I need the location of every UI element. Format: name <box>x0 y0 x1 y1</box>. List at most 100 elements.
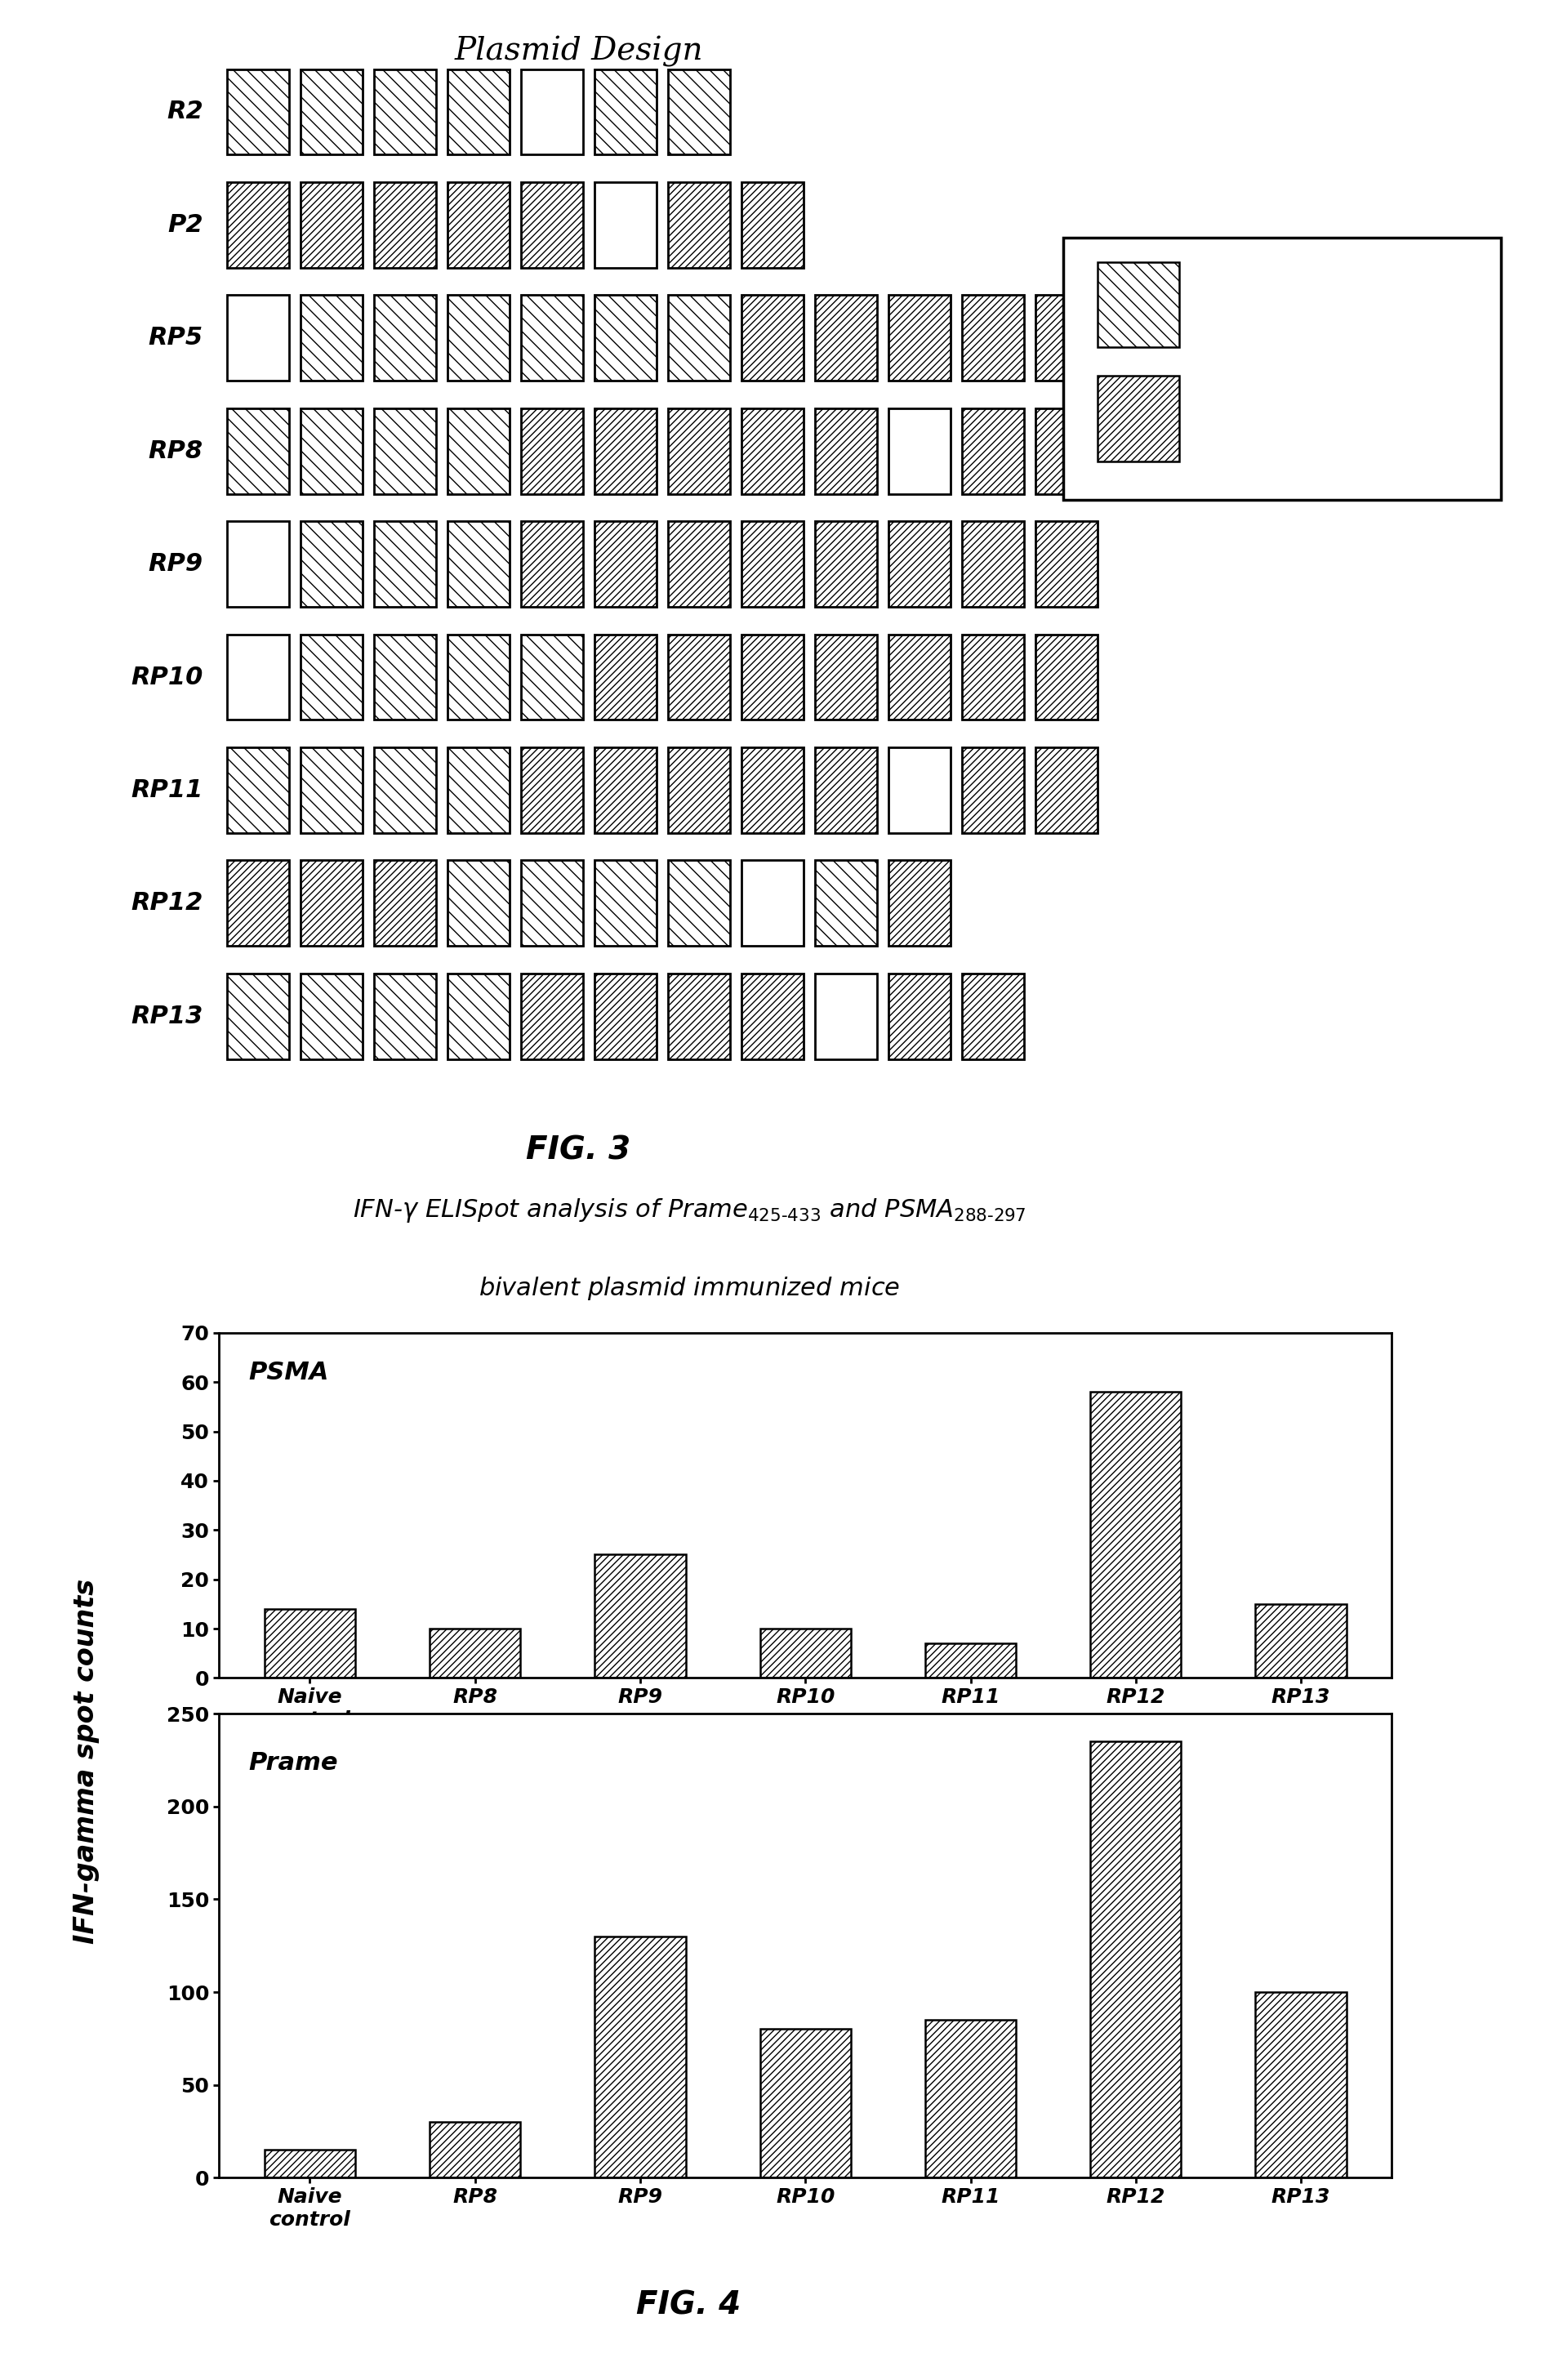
Bar <box>227 973 289 1059</box>
Bar <box>667 521 730 607</box>
Bar <box>667 295 730 381</box>
Bar <box>594 973 656 1059</box>
Bar <box>741 862 803 947</box>
Bar <box>741 521 803 607</box>
Text: RP5: RP5 <box>148 326 203 350</box>
Bar <box>300 747 363 833</box>
Bar <box>961 635 1024 721</box>
Bar <box>264 2149 355 2178</box>
Bar <box>667 747 730 833</box>
Bar <box>1035 747 1097 833</box>
Bar <box>520 183 583 267</box>
Bar <box>300 69 363 155</box>
Bar <box>594 409 656 495</box>
Bar <box>430 2123 520 2178</box>
Bar <box>1255 295 1318 381</box>
Bar <box>520 862 583 947</box>
Bar <box>227 183 289 267</box>
Bar <box>264 1609 355 1678</box>
Bar <box>520 635 583 721</box>
Bar <box>667 862 730 947</box>
Bar <box>1097 376 1179 462</box>
Bar <box>741 295 803 381</box>
Bar <box>814 747 877 833</box>
Text: PSMA: PSMA <box>249 1361 328 1385</box>
Bar <box>594 521 656 607</box>
Bar <box>888 747 950 833</box>
Bar <box>1035 409 1097 495</box>
Bar <box>1108 295 1171 381</box>
Bar <box>374 69 436 155</box>
Bar <box>447 635 510 721</box>
Bar <box>374 409 436 495</box>
Bar <box>667 635 730 721</box>
Bar <box>741 973 803 1059</box>
Bar <box>227 747 289 833</box>
Bar <box>227 862 289 947</box>
Bar <box>814 409 877 495</box>
Bar <box>447 747 510 833</box>
Bar <box>760 2030 850 2178</box>
Bar <box>374 973 436 1059</box>
Bar <box>447 295 510 381</box>
Bar <box>594 1937 685 2178</box>
Text: RP10: RP10 <box>131 666 203 688</box>
Bar <box>1097 262 1179 347</box>
Bar <box>374 183 436 267</box>
Bar <box>814 973 877 1059</box>
Bar <box>227 409 289 495</box>
Bar <box>1255 1604 1346 1678</box>
Bar <box>888 295 950 381</box>
Bar <box>594 635 656 721</box>
Bar <box>594 1554 685 1678</box>
Bar <box>447 183 510 267</box>
Bar <box>961 521 1024 607</box>
Bar <box>961 409 1024 495</box>
Bar <box>1329 295 1391 381</box>
Bar <box>961 747 1024 833</box>
Bar <box>594 295 656 381</box>
Bar <box>594 69 656 155</box>
Text: PRAME 425-433: PRAME 425-433 <box>1207 295 1388 314</box>
Bar <box>520 295 583 381</box>
Bar <box>1182 295 1244 381</box>
Bar <box>300 862 363 947</box>
Bar <box>667 973 730 1059</box>
Bar <box>374 295 436 381</box>
Bar <box>447 409 510 495</box>
Text: $\mathit{bivalent\ plasmid\ immunized\ mice}$: $\mathit{bivalent\ plasmid\ immunized\ m… <box>478 1276 900 1302</box>
Text: IFN-gamma spot counts: IFN-gamma spot counts <box>72 1578 100 1944</box>
Bar <box>1089 1392 1180 1678</box>
Bar <box>741 635 803 721</box>
Bar <box>520 69 583 155</box>
Bar <box>760 1628 850 1678</box>
Bar <box>1089 1742 1180 2178</box>
Bar <box>814 295 877 381</box>
Bar <box>447 973 510 1059</box>
Bar <box>300 973 363 1059</box>
Bar <box>227 295 289 381</box>
Text: RP11: RP11 <box>131 778 203 802</box>
Text: $\mathit{IFN}$-$\mathit{\gamma}$ $\mathit{ELISpot\ analysis\ of\ Prame_{425\text: $\mathit{IFN}$-$\mathit{\gamma}$ $\mathi… <box>353 1197 1025 1223</box>
Text: FIG. 4: FIG. 4 <box>636 2290 739 2320</box>
Bar <box>447 521 510 607</box>
Bar <box>374 862 436 947</box>
Text: Plasmid Design: Plasmid Design <box>453 36 703 67</box>
Bar <box>1255 1992 1346 2178</box>
Bar <box>667 409 730 495</box>
Bar <box>594 862 656 947</box>
Text: RP12: RP12 <box>131 892 203 914</box>
Bar <box>447 69 510 155</box>
Bar <box>814 635 877 721</box>
Bar <box>520 747 583 833</box>
Text: PSMA 288-297: PSMA 288-297 <box>1207 409 1374 428</box>
Bar <box>227 635 289 721</box>
Bar <box>741 409 803 495</box>
Text: RP9: RP9 <box>148 552 203 576</box>
Text: RP13: RP13 <box>131 1004 203 1028</box>
Text: FIG. 3: FIG. 3 <box>527 1135 630 1166</box>
Bar <box>374 747 436 833</box>
Bar <box>300 295 363 381</box>
Bar <box>594 747 656 833</box>
Bar <box>814 521 877 607</box>
